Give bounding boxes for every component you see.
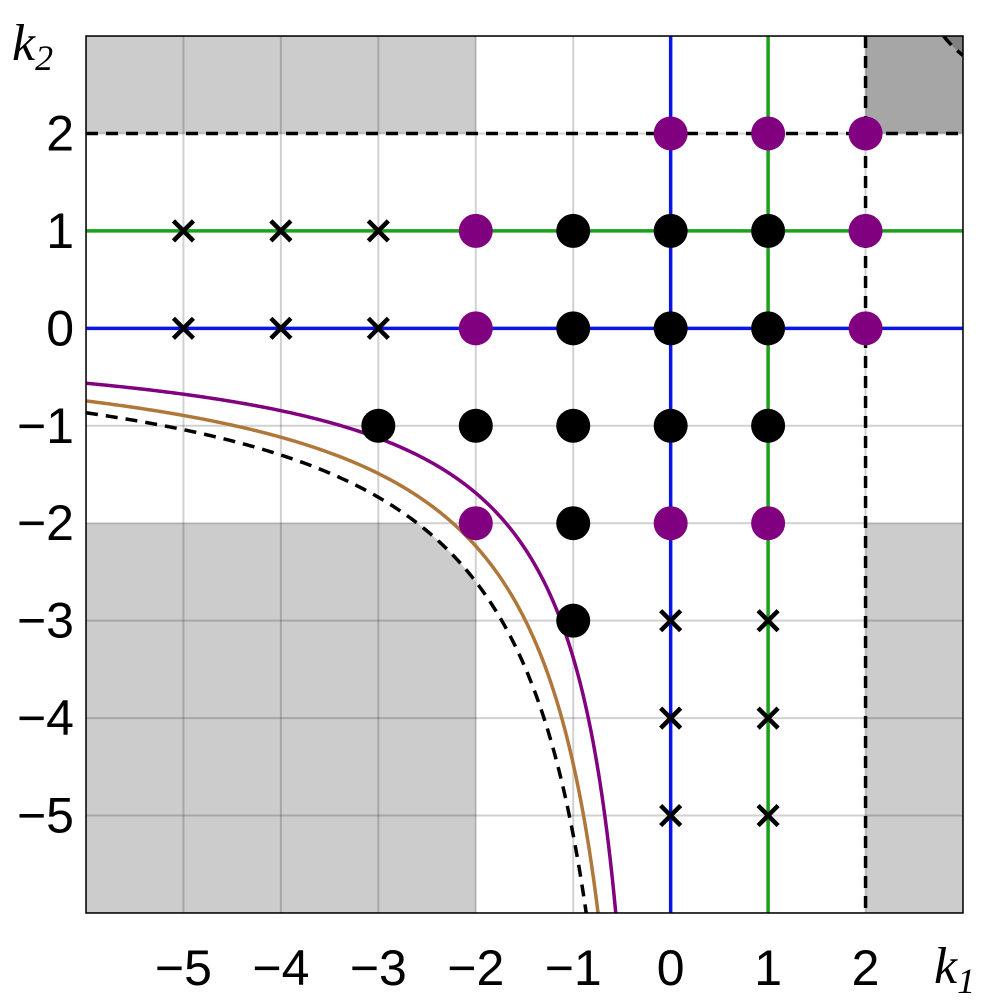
cross-mark [171, 316, 196, 340]
cross-mark [756, 706, 780, 730]
y-tick-label: 1 [46, 203, 74, 259]
x-tick-label: −3 [350, 940, 407, 996]
y-tick-label: 2 [46, 105, 74, 161]
point-black [653, 311, 688, 346]
y-axis-label: k2 [12, 15, 53, 78]
point-black [556, 311, 591, 346]
curve-black-dashed [86, 411, 588, 913]
point-black [653, 408, 688, 443]
x-axis-label: k1 [934, 938, 975, 1001]
cross-mark [659, 706, 683, 730]
cross-mark [366, 316, 390, 340]
region-hyperbolic-white [86, 328, 671, 913]
shaded-regions [86, 36, 963, 913]
plot-frame [85, 35, 964, 914]
x-tick-label: 0 [657, 940, 685, 996]
cross-mark [659, 609, 683, 633]
y-tick-label: −1 [17, 398, 74, 454]
point-black [556, 213, 591, 248]
point-black [361, 408, 396, 443]
cross-mark [269, 316, 293, 340]
curves [86, 36, 963, 913]
point-black [556, 603, 591, 638]
y-tick-label: 0 [46, 300, 74, 356]
point-black [751, 213, 786, 248]
x-tick-label: −4 [252, 940, 309, 996]
point-purple [751, 506, 786, 541]
y-tick-label: −3 [17, 593, 74, 649]
y-tick-label: −4 [17, 690, 74, 746]
point-black [751, 311, 786, 346]
cross-mark [269, 219, 293, 243]
x-tick-label: −1 [545, 940, 602, 996]
point-purple [848, 213, 883, 248]
point-purple [458, 311, 493, 346]
point-purple [848, 311, 883, 346]
tick-labels: −5 −4 −3 −2 −1 0 1 2 2 1 0 −1 −2 −3 −4 −5 [17, 105, 879, 996]
cross-mark [171, 219, 196, 243]
x-tick-label: −5 [155, 940, 212, 996]
point-black [556, 408, 591, 443]
cross-mark [756, 609, 780, 633]
point-purple [848, 116, 883, 151]
x-tick-label: 1 [754, 940, 782, 996]
point-black [458, 408, 493, 443]
x-tick-label: 2 [852, 940, 880, 996]
point-purple [751, 116, 786, 151]
curve-brown-solid [86, 399, 600, 913]
cross-mark [659, 803, 683, 828]
point-purple [458, 213, 493, 248]
point-black [653, 213, 688, 248]
point-purple [653, 506, 688, 541]
data-marks [171, 116, 883, 828]
shade-corner-mid [865, 36, 963, 134]
cross-mark [756, 803, 780, 828]
x-tick-label: −2 [447, 940, 504, 996]
point-purple [653, 116, 688, 151]
cross-mark [366, 219, 390, 243]
point-purple [458, 506, 493, 541]
curve-purple-solid [86, 381, 618, 913]
point-black [556, 506, 591, 541]
y-tick-label: −5 [17, 788, 74, 844]
y-tick-label: −2 [17, 495, 74, 551]
curve-black-dashed [942, 36, 963, 57]
colored-lines [86, 36, 963, 913]
point-black [751, 408, 786, 443]
